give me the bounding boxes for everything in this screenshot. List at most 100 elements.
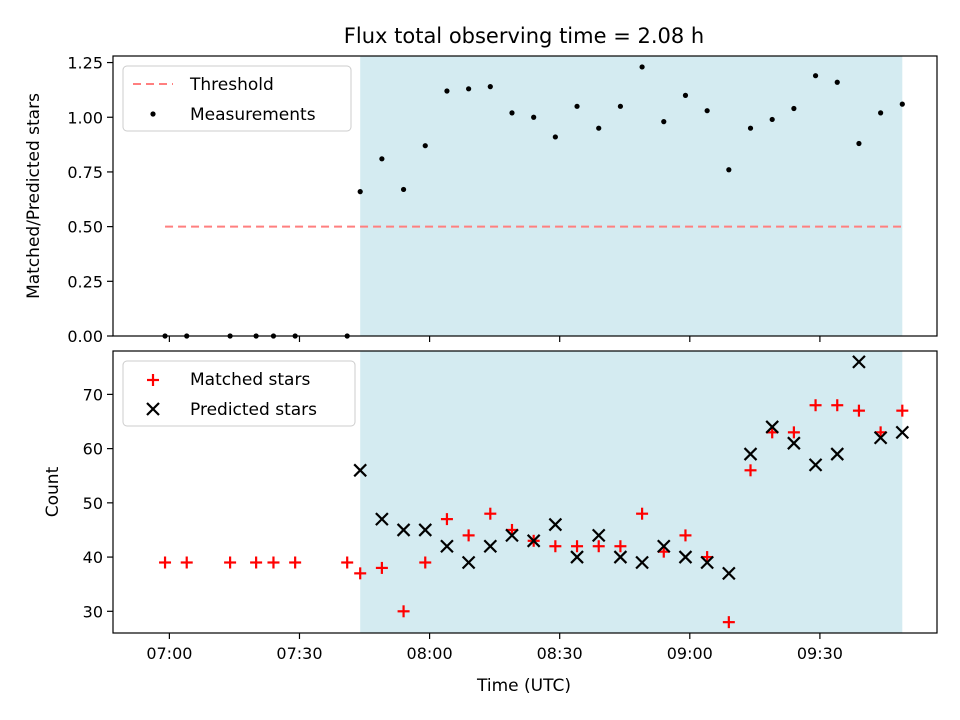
measurement-point bbox=[466, 86, 472, 92]
measurement-point bbox=[617, 103, 624, 109]
matched-star-point bbox=[852, 404, 865, 417]
matched-star-point bbox=[419, 556, 432, 569]
measurement-point bbox=[379, 156, 385, 162]
measurement-point bbox=[400, 186, 407, 193]
measurement-point bbox=[726, 167, 732, 173]
top-panel: 0.00 0.25 0.50 0.75 1.00 1.25 Matched/Predict… bbox=[24, 54, 938, 346]
top-ytick-label: 0.50 bbox=[67, 218, 103, 237]
predicted-star-point bbox=[678, 550, 693, 564]
predicted-star-point bbox=[396, 523, 411, 537]
predicted-star-point bbox=[700, 555, 714, 570]
bottom-legend: Matched stars Predicted stars bbox=[122, 360, 356, 427]
predicted-star-point bbox=[613, 550, 628, 564]
measurement-point bbox=[487, 84, 493, 90]
legend-matched-label: Matched stars bbox=[190, 370, 310, 390]
predicted-star-point bbox=[440, 539, 454, 554]
matched-star-point bbox=[679, 529, 692, 542]
matched-star-point bbox=[250, 556, 263, 569]
bottom-xticks-group: 07:00 07:30 08:00 08:30 09:00 09:30 bbox=[146, 633, 843, 663]
matched-star-point bbox=[224, 556, 237, 569]
matched-star-point bbox=[440, 513, 453, 526]
measurement-point bbox=[422, 143, 428, 149]
measurement-point bbox=[812, 73, 819, 79]
legend-measurements-label: Measurements bbox=[190, 105, 316, 125]
bottom-panel: 30 40 50 60 70 07:00 07:30 08:00 08:30 09:00 09:3… bbox=[43, 350, 938, 696]
xtick-label: 09:30 bbox=[797, 644, 843, 663]
top-ytick-label: 1.00 bbox=[67, 108, 103, 127]
predicted-star-point bbox=[852, 355, 866, 369]
bottom-ytick-label: 60 bbox=[83, 440, 103, 459]
bottom-legend-box bbox=[122, 360, 356, 427]
matched-star-point bbox=[397, 605, 410, 618]
measurement-point bbox=[747, 125, 754, 131]
legend-predicted-swatch bbox=[146, 402, 160, 416]
matched-star-point bbox=[896, 404, 909, 417]
legend-threshold-label: Threshold bbox=[189, 75, 274, 95]
matched-star-point bbox=[744, 464, 757, 477]
measurement-point bbox=[509, 110, 515, 116]
top-ytick-label: 1.25 bbox=[67, 54, 103, 73]
xtick-label: 08:30 bbox=[537, 644, 583, 663]
predicted-star-point bbox=[526, 534, 541, 548]
matched-star-point bbox=[267, 556, 280, 569]
matched-star-point bbox=[289, 556, 302, 569]
top-legend-box bbox=[122, 65, 352, 132]
measurement-point bbox=[899, 101, 905, 107]
predicted-star-point bbox=[483, 539, 498, 554]
legend-measurements-swatch bbox=[150, 111, 156, 117]
xtick-label: 09:00 bbox=[667, 644, 713, 663]
measurement-point bbox=[769, 116, 775, 123]
bottom-observing-band bbox=[360, 351, 903, 633]
bottom-points-group bbox=[159, 355, 910, 629]
legend-matched-swatch bbox=[147, 374, 159, 386]
legend-predicted-label: Predicted stars bbox=[190, 400, 317, 420]
predicted-star-point bbox=[635, 555, 649, 570]
measurement-point bbox=[704, 108, 710, 114]
matched-star-point bbox=[354, 567, 367, 580]
top-legend: Threshold Measurements bbox=[122, 65, 352, 132]
measurement-point bbox=[531, 114, 537, 120]
predicted-star-point bbox=[461, 555, 476, 570]
top-ylabel: Matched/Predicted stars bbox=[24, 93, 44, 299]
bottom-ytick-label: 30 bbox=[83, 602, 103, 621]
xtick-label: 07:00 bbox=[146, 644, 192, 663]
xtick-label: 08:00 bbox=[407, 644, 453, 663]
matched-star-point bbox=[787, 426, 800, 439]
predicted-star-point bbox=[722, 566, 736, 581]
matched-star-point bbox=[462, 529, 475, 542]
measurement-point bbox=[552, 134, 558, 140]
predicted-star-point bbox=[375, 512, 389, 526]
bottom-ytick-label: 70 bbox=[83, 385, 103, 404]
measurement-point bbox=[574, 103, 580, 109]
predicted-star-point bbox=[591, 528, 606, 543]
matched-star-point bbox=[636, 507, 649, 520]
predicted-star-point bbox=[808, 458, 823, 472]
top-yticks-group: 0.00 0.25 0.50 0.75 1.00 1.25 bbox=[67, 54, 113, 346]
x-axis-label: Time (UTC) bbox=[476, 676, 571, 696]
predicted-star-point bbox=[830, 447, 845, 461]
measurement-point bbox=[834, 79, 840, 85]
top-ytick-label: 0.75 bbox=[67, 163, 103, 182]
bottom-ylabel: Count bbox=[43, 466, 63, 517]
predicted-star-point bbox=[353, 463, 367, 478]
matched-star-point bbox=[484, 507, 497, 520]
matched-star-point bbox=[722, 616, 735, 629]
bottom-ytick-label: 50 bbox=[83, 494, 103, 513]
measurement-point bbox=[856, 140, 862, 147]
bottom-ytick-label: 40 bbox=[83, 548, 103, 567]
predicted-star-point bbox=[418, 523, 433, 537]
chart-title: Flux total observing time = 2.08 h bbox=[344, 24, 704, 48]
measurement-point bbox=[357, 189, 363, 195]
measurement-point bbox=[596, 125, 602, 131]
matched-star-point bbox=[614, 540, 627, 553]
measurement-point bbox=[682, 92, 689, 98]
matched-star-point bbox=[341, 556, 354, 569]
top-ytick-label: 0.25 bbox=[67, 272, 103, 291]
top-axes-frame bbox=[112, 55, 938, 337]
matched-star-point bbox=[375, 561, 388, 574]
measurement-point bbox=[661, 119, 667, 125]
predicted-star-point bbox=[570, 550, 584, 564]
matched-star-point bbox=[831, 399, 844, 412]
measurement-point bbox=[878, 110, 884, 116]
